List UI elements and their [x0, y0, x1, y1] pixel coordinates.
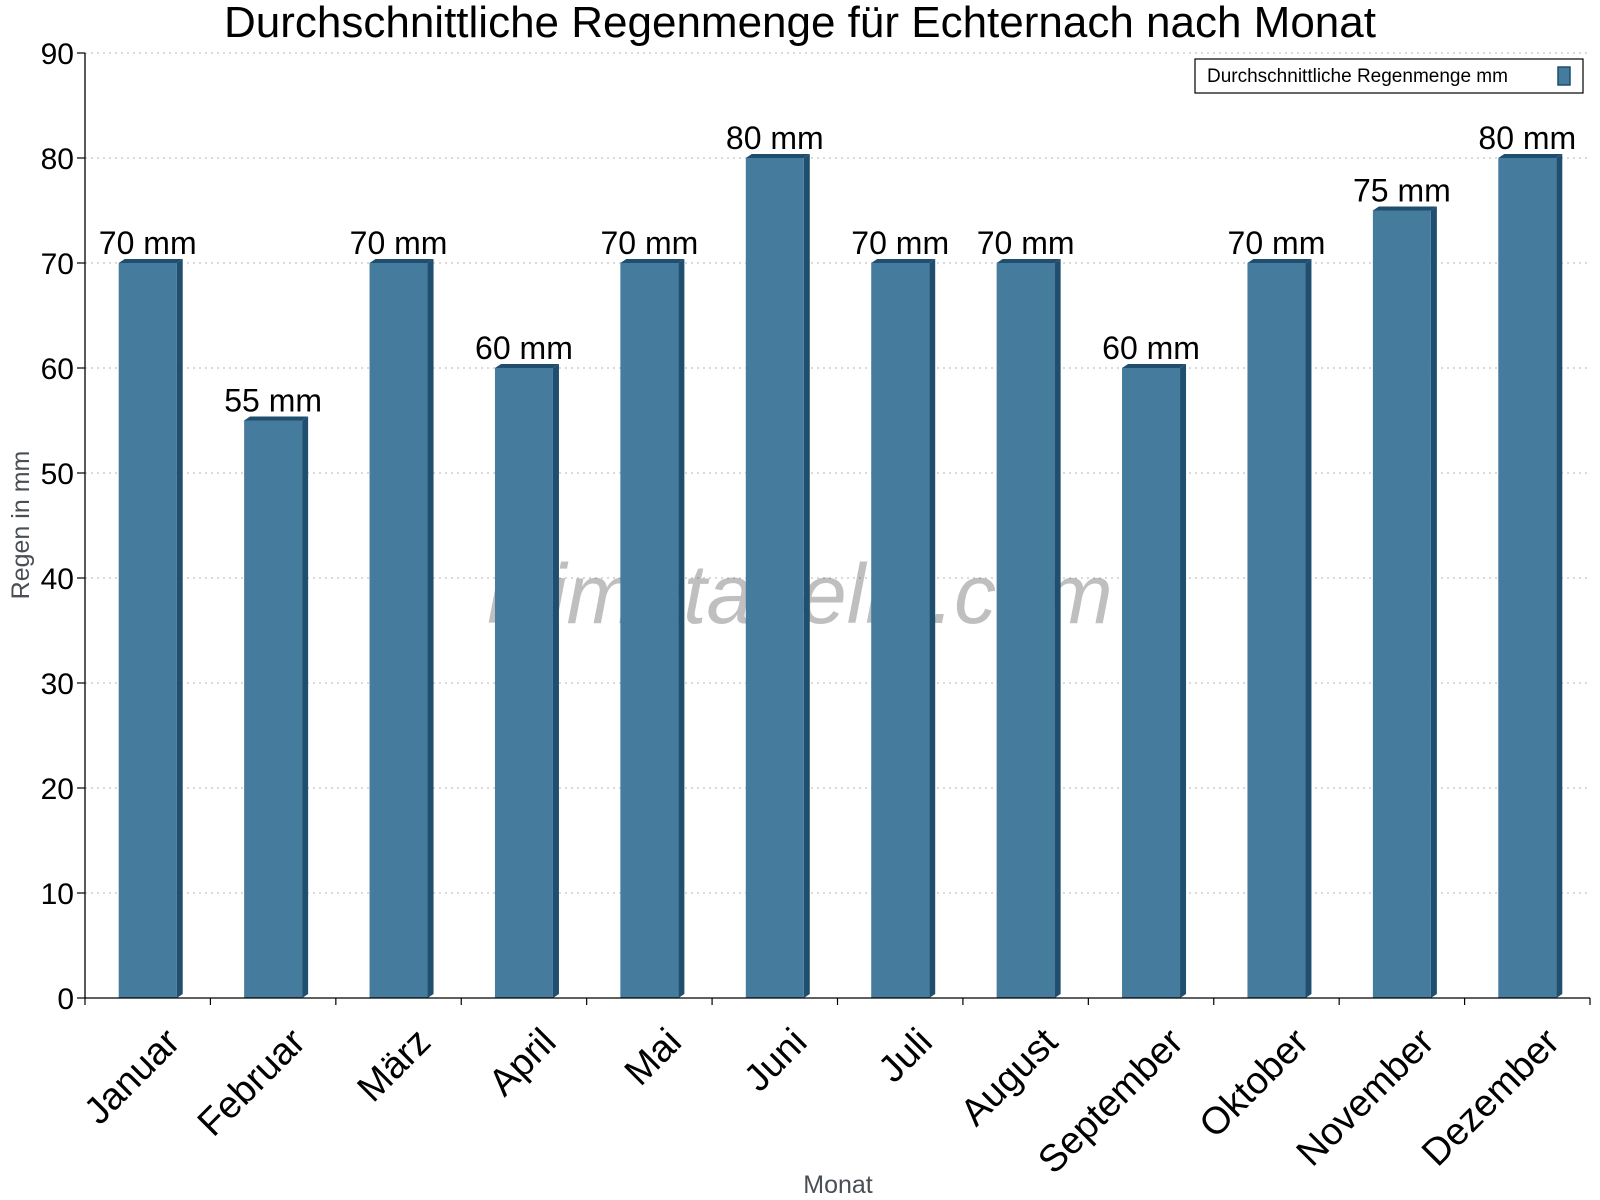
y-tick-label: 20: [41, 773, 74, 806]
data-label: 70 mm: [99, 225, 197, 261]
y-tick-label: 0: [57, 983, 74, 1016]
bar-side: [302, 416, 309, 998]
bar-side: [1430, 206, 1437, 998]
bar-side: [803, 154, 810, 998]
bar-face: [745, 158, 804, 998]
bar-top: [1122, 364, 1187, 368]
bar: [244, 416, 309, 998]
grid: [85, 52, 1590, 894]
bar-side: [1180, 364, 1187, 998]
bar-top: [996, 259, 1061, 263]
chart-title: Durchschnittliche Regenmenge für Echtern…: [224, 0, 1376, 47]
bar-face: [1122, 368, 1181, 998]
bar-top: [369, 259, 434, 263]
bar-face: [369, 263, 428, 998]
bar-side: [427, 259, 434, 998]
bar: [1122, 364, 1187, 998]
bar-top: [620, 259, 685, 263]
data-label: 70 mm: [350, 225, 448, 261]
data-label: 70 mm: [851, 225, 949, 261]
data-label: 75 mm: [1353, 173, 1451, 209]
bar: [620, 259, 685, 998]
bar-face: [996, 263, 1055, 998]
bar-top: [745, 154, 810, 158]
bar-face: [1372, 210, 1431, 998]
bar-top: [1372, 206, 1437, 211]
bars: [118, 154, 1563, 998]
data-label: 80 mm: [1478, 120, 1576, 156]
data-label: 70 mm: [1228, 225, 1326, 261]
bar-face: [871, 263, 930, 998]
legend-box: [1194, 58, 1584, 94]
data-label: 80 mm: [726, 120, 824, 156]
x-tick-label: August: [953, 1021, 1067, 1135]
y-tick-label: 60: [41, 353, 74, 386]
x-tick-label: Mai: [617, 1021, 690, 1094]
x-tick-label: Dezember: [1414, 1021, 1568, 1175]
x-tick-label: April: [481, 1021, 564, 1104]
bar: [1372, 206, 1437, 998]
bar-top: [1498, 154, 1563, 158]
bar-face: [1247, 263, 1306, 998]
bar-face: [620, 263, 679, 998]
bar: [118, 259, 183, 998]
bar-top: [871, 259, 936, 263]
bar: [745, 154, 810, 998]
bar-top: [1247, 259, 1312, 263]
x-tick-label: Februar: [190, 1021, 314, 1145]
bar-side: [678, 259, 685, 998]
bar-side: [176, 259, 183, 998]
bar-face: [494, 368, 553, 998]
bar: [1498, 154, 1563, 998]
data-label: 60 mm: [1102, 330, 1200, 366]
data-labels: 70 mm 55 mm 70 mm 60 mm 70 mm 80 mm 70 mm 70 mm…: [99, 120, 1576, 419]
legend-swatch: [1557, 66, 1571, 86]
bar: [369, 259, 434, 998]
bar-side: [929, 259, 936, 998]
bar-side: [1556, 154, 1563, 998]
data-label: 60 mm: [475, 330, 573, 366]
y-tick-label: 10: [41, 878, 74, 911]
bar: [996, 259, 1061, 998]
y-tick-label: 40: [41, 563, 74, 596]
bar-side: [1305, 259, 1312, 998]
bar-top: [244, 416, 309, 421]
bar-top: [494, 364, 559, 368]
x-axis-title: Monat: [803, 1171, 873, 1199]
x-tick-label: Juli: [871, 1021, 941, 1091]
y-tick-label: 90: [41, 38, 74, 71]
y-tick-label: 70: [41, 248, 74, 281]
bar-side: [1054, 259, 1061, 998]
bar-face: [118, 263, 177, 998]
bar: [494, 364, 559, 998]
legend: Durchschnittliche Regenmenge mm: [1194, 58, 1584, 94]
y-axis-title: Regen in mm: [7, 451, 35, 600]
legend-label: Durchschnittliche Regenmenge mm: [1207, 66, 1508, 87]
bar-side: [552, 364, 559, 998]
data-label: 55 mm: [224, 383, 322, 419]
bar: [871, 259, 936, 998]
x-tick-label: Oktober: [1192, 1021, 1318, 1147]
x-tick-label: Juni: [736, 1021, 815, 1100]
y-tick-label: 50: [41, 458, 74, 491]
bar: [1247, 259, 1312, 998]
bar-top: [118, 259, 183, 263]
x-tick-label: März: [350, 1021, 439, 1110]
data-label: 70 mm: [977, 225, 1075, 261]
bar-face: [244, 420, 303, 998]
data-label: 70 mm: [600, 225, 698, 261]
y-tick-label: 80: [41, 143, 74, 176]
x-tick-label: Januar: [76, 1021, 188, 1133]
y-tick-label: 30: [41, 668, 74, 701]
bar-face: [1498, 158, 1557, 998]
